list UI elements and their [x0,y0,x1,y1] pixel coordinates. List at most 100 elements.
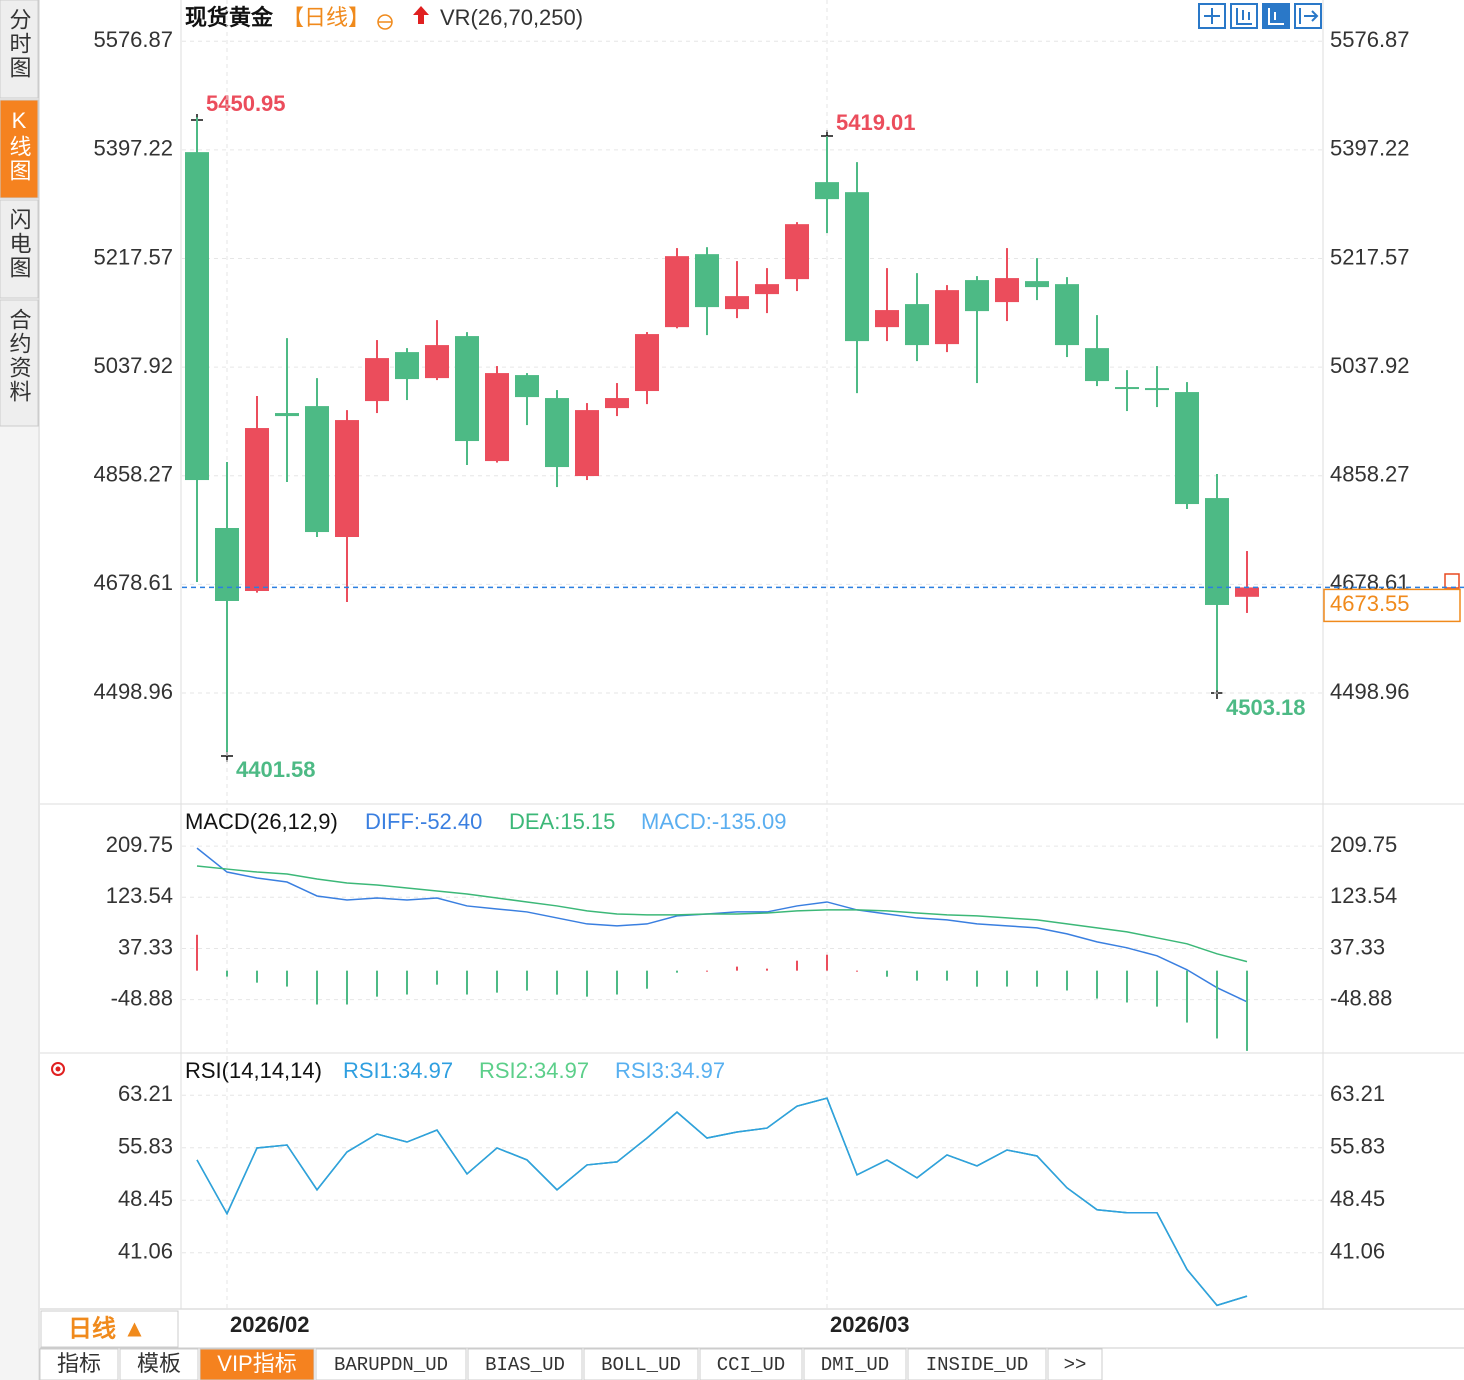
macd-bar [1156,970,1158,1007]
low-label: 4401.58 [236,757,316,782]
macd-bar [436,970,438,985]
candle-body [1145,388,1169,391]
y-tick-label: -48.88 [111,985,173,1010]
candle-body [1235,587,1259,597]
candle-body [695,254,719,308]
macd-bar [946,970,948,981]
candle-body [485,373,509,462]
sidebar-tab-label[interactable]: 闪电图 [7,208,32,280]
tool-glyph [1204,8,1220,24]
indicator-tab-label[interactable]: 指标 [57,1351,101,1376]
indicator-tab-label[interactable]: BIAS_UD [485,1354,565,1376]
sidebar-tab[interactable] [0,199,39,299]
y-tick-label: 63.21 [118,1081,173,1106]
macd-bar [346,970,348,1005]
y-tick-label: 5397.22 [93,136,173,161]
sidebar-tab[interactable] [0,299,39,427]
y-tick-label: 37.33 [118,934,173,959]
indicator-tab-label[interactable]: INSIDE_UD [926,1354,1029,1376]
candle-body [1085,348,1109,382]
legend-entry: DIFF:-52.40 [365,809,482,834]
legend-entry: RSI1:34.97 [343,1058,453,1083]
indicator-tab-label[interactable]: DMI_UD [821,1354,889,1376]
indicator-tab[interactable] [39,1348,119,1380]
y-tick-label: 48.45 [118,1186,173,1211]
macd-bar [616,970,618,995]
rsi-icon [55,1066,61,1072]
high-label: 5450.95 [206,91,286,116]
macd-bar [1006,970,1008,987]
sidebar-tab-label[interactable]: 合约资料 [7,308,32,404]
rsi-icon[interactable] [51,1062,65,1076]
x-tick-label: 2026/02 [230,1312,310,1337]
y-tick-label: 123.54 [106,883,173,908]
indicator-tab[interactable] [907,1348,1047,1380]
legend-entry: RSI3:34.97 [615,1058,725,1083]
price-alert-icon[interactable] [1444,573,1460,589]
indicator-tab-label[interactable]: VIP指标 [217,1351,296,1376]
macd-bar [406,970,408,995]
candle-body [545,398,569,468]
indicator-tab[interactable] [119,1348,199,1380]
indicator-tab[interactable] [315,1348,467,1380]
indicator-tab-label[interactable]: 模板 [137,1351,181,1376]
macd-bar [676,970,678,973]
toolbar [1198,3,1322,29]
y-tick-label: 41.06 [1330,1239,1385,1264]
indicator-tab-label[interactable]: >> [1064,1354,1087,1376]
candle-body [845,192,869,342]
macd-bar [256,970,258,983]
candle-body [635,334,659,392]
macd-bar [286,970,288,987]
macd-bar [1096,970,1098,999]
indicator-tab[interactable] [803,1348,907,1380]
y-tick-label: 48.45 [1330,1186,1385,1211]
candle-body [1205,498,1229,605]
candle-body [815,182,839,200]
x-tick-label: 2026/03 [830,1312,910,1337]
y-tick-label: 41.06 [118,1239,173,1264]
y-tick-label: 123.54 [1330,883,1397,908]
indicator-tab-label[interactable]: BARUPDN_UD [334,1354,448,1376]
macd-bar [1126,970,1128,1003]
y-tick-label: 5397.22 [1330,136,1410,161]
indicator-title: MACD(26,12,9) [185,809,338,834]
indicator-tab[interactable] [583,1348,699,1380]
macd-bar [466,970,468,995]
macd-bar [916,970,918,981]
candle-body [365,358,389,402]
indicator-tab[interactable] [199,1348,315,1380]
tool-glyph [1268,8,1284,25]
period-box[interactable] [40,1310,179,1348]
indicator-tab[interactable] [467,1348,583,1380]
macd-bar [1216,970,1218,1039]
candle-body [1055,284,1079,346]
y-tick-label: 209.75 [106,832,173,857]
y-tick-label: 4858.27 [1330,462,1410,487]
candle-body [785,224,809,280]
candle-body [725,296,749,310]
indicator-tab[interactable] [699,1348,803,1380]
last-price-label: 4673.55 [1330,591,1410,616]
sidebar-tab[interactable] [0,99,39,199]
candle-body [935,290,959,345]
indicator-tab[interactable] [1047,1348,1103,1380]
sidebar-tab[interactable] [0,0,39,99]
sidebar-tab-label[interactable]: 分时图 [7,8,32,80]
y-tick-label: 37.33 [1330,934,1385,959]
period-selector[interactable]: 日线 ▲ [68,1315,146,1342]
y-tick-label: 4498.96 [93,679,173,704]
y-tick-label: 4678.61 [93,570,173,595]
sidebar-tab-label[interactable]: K线图 [7,108,32,183]
indicator-tab-label[interactable]: CCI_UD [717,1354,785,1376]
indicator-tab-label[interactable]: BOLL_UD [601,1354,681,1376]
macd-bar [526,970,528,991]
candle-body [335,420,359,538]
y-tick-label: 55.83 [118,1134,173,1159]
tool-icon[interactable] [1262,3,1290,29]
y-tick-label: 5217.57 [1330,244,1410,269]
macd-bar [766,968,768,971]
arrow-icon[interactable] [413,6,429,24]
macd-bar [226,970,228,977]
